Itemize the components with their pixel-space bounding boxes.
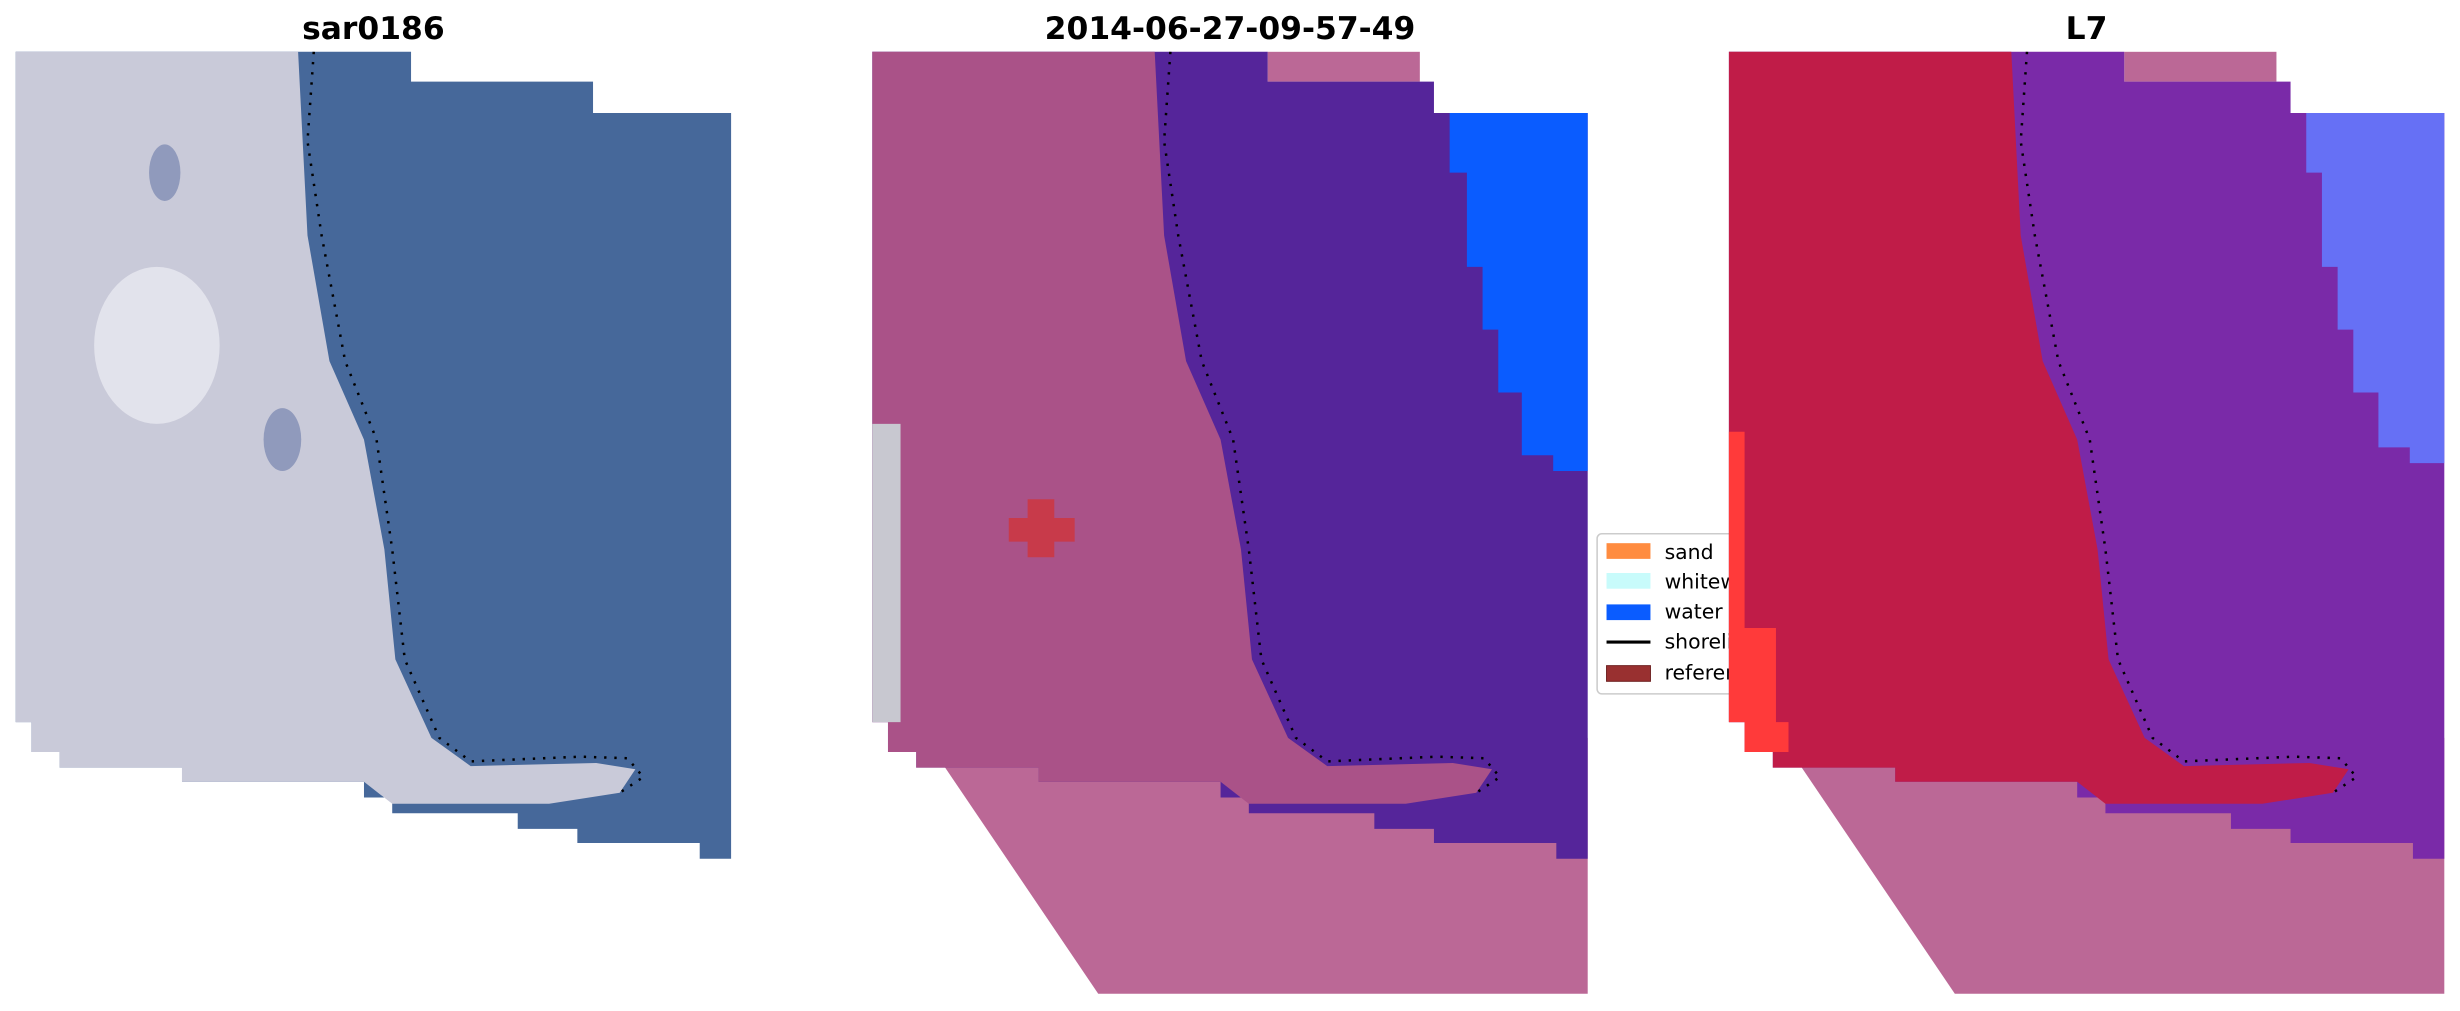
ocean-region [2306,113,2445,464]
legend-item-reference: reference [1606,661,1762,685]
dark-patch [149,144,181,201]
outside-region [2124,51,2277,82]
outside-region [1267,51,1420,82]
legend-label: reference [1665,661,1762,685]
panel-title: 2014-06-27-09-57-49 [1045,11,1416,47]
bright-patch [94,266,220,424]
panel-title: L7 [2066,11,2108,47]
legend-item-water: water [1606,600,1724,624]
panel-title: sar0186 [302,11,445,47]
legend-label: sand [1665,540,1714,564]
dark-patch [263,408,302,471]
shoreline [1162,51,1502,794]
legend: sand whitewater water shoreline referenc… [1596,532,1779,695]
panel-classification: 2014-06-27-09-57-49 [872,11,1588,994]
bright-red-strip [1728,431,1789,752]
panel-l7: L7 [1728,11,2445,994]
legend-label: whitewater [1665,570,1779,594]
shoreline [2019,51,2359,794]
water-swatch [1606,604,1651,621]
legend-item-shoreline: shoreline [1606,629,1758,653]
land-region [1728,51,2349,804]
panel-sar0186: sar0186 [15,11,732,859]
legend-item-whitewater: whitewater [1606,570,1779,594]
land-region [872,51,1493,804]
reference-region [1008,499,1075,558]
land-region [15,51,636,804]
sand-swatch [1606,543,1651,559]
whitewater-swatch [1606,573,1651,589]
ocean-region [1449,113,1588,471]
legend-label: water [1665,600,1724,624]
reference-swatch [1606,665,1651,682]
legend-item-sand: sand [1606,540,1714,564]
shoreline [306,51,646,794]
gray-strip [872,423,901,723]
legend-label: shoreline [1665,629,1758,653]
